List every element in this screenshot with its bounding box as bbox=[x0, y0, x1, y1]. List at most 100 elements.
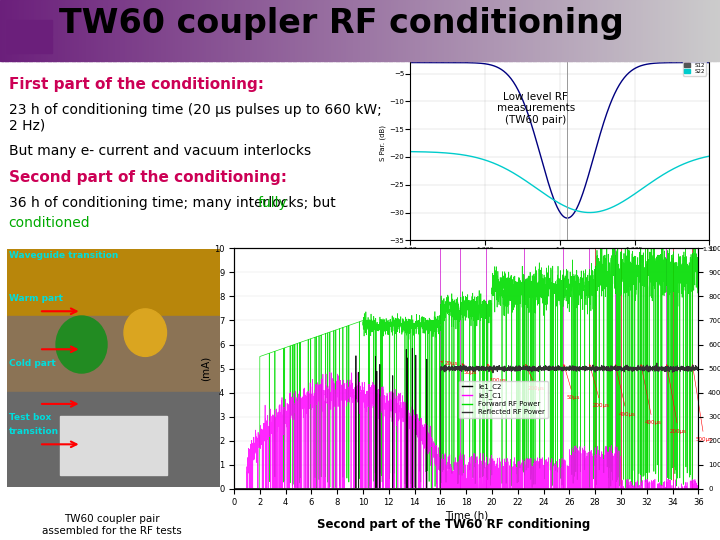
Bar bbox=[485, 0, 488, 61]
Bar bbox=[146, 0, 150, 61]
Bar bbox=[7, 316, 220, 392]
Bar bbox=[7, 37, 29, 53]
Bar bbox=[502, 0, 505, 61]
Bar bbox=[387, 0, 390, 61]
Text: fully: fully bbox=[258, 196, 287, 210]
Bar bbox=[343, 0, 346, 61]
Y-axis label: S Par. (dB): S Par. (dB) bbox=[380, 125, 387, 161]
Bar bbox=[173, 0, 176, 61]
Bar bbox=[161, 0, 164, 61]
Bar bbox=[34, 0, 37, 61]
Bar bbox=[305, 0, 308, 61]
Bar bbox=[605, 0, 608, 61]
Bar bbox=[27, 0, 30, 61]
Bar bbox=[439, 0, 442, 61]
Bar bbox=[137, 0, 140, 61]
Bar bbox=[7, 0, 10, 61]
Bar bbox=[600, 0, 603, 61]
Bar bbox=[590, 0, 593, 61]
Bar bbox=[353, 0, 356, 61]
Bar bbox=[408, 0, 411, 61]
Text: TW60 coupler pair
assembled for the RF tests: TW60 coupler pair assembled for the RF t… bbox=[42, 514, 181, 536]
Bar bbox=[187, 0, 190, 61]
Bar bbox=[295, 0, 298, 61]
Bar bbox=[593, 0, 596, 61]
Bar bbox=[701, 0, 704, 61]
Bar bbox=[117, 0, 121, 61]
S22 bbox=[585, 210, 594, 216]
Bar bbox=[639, 0, 642, 61]
Bar bbox=[629, 0, 632, 61]
Bar bbox=[19, 0, 22, 61]
Bar bbox=[254, 0, 258, 61]
Bar bbox=[101, 0, 104, 61]
Bar bbox=[679, 0, 683, 61]
Bar bbox=[207, 0, 210, 61]
Bar bbox=[271, 0, 274, 61]
Bar bbox=[338, 0, 341, 61]
Bar bbox=[624, 0, 627, 61]
Bar bbox=[509, 0, 512, 61]
Bar bbox=[197, 0, 200, 61]
Bar bbox=[106, 0, 109, 61]
Bar bbox=[135, 0, 138, 61]
S22 bbox=[705, 153, 714, 159]
Bar bbox=[86, 0, 89, 61]
Bar bbox=[423, 0, 426, 61]
Text: 36 h of conditioning time; many interlocks; but: 36 h of conditioning time; many interloc… bbox=[9, 196, 340, 210]
Bar bbox=[614, 0, 618, 61]
Bar bbox=[461, 0, 464, 61]
S21 bbox=[406, 45, 415, 52]
Bar bbox=[603, 0, 606, 61]
Bar bbox=[449, 0, 452, 61]
Text: 200μs: 200μs bbox=[666, 364, 687, 434]
Bar bbox=[218, 0, 222, 61]
S21 bbox=[550, 45, 559, 52]
Legend: S11, S21, S12, S22: S11, S21, S12, S22 bbox=[683, 49, 706, 76]
Bar bbox=[233, 0, 236, 61]
Bar bbox=[698, 0, 701, 61]
Bar bbox=[331, 0, 334, 61]
Bar bbox=[156, 0, 159, 61]
S11 bbox=[705, 59, 714, 66]
Bar bbox=[115, 0, 118, 61]
Text: Cold part: Cold part bbox=[9, 359, 55, 368]
Bar bbox=[545, 0, 548, 61]
Text: Test box: Test box bbox=[9, 413, 51, 422]
Bar bbox=[454, 0, 456, 61]
Bar bbox=[459, 0, 462, 61]
Bar bbox=[79, 0, 82, 61]
Bar bbox=[259, 0, 262, 61]
Bar bbox=[626, 0, 629, 61]
Bar bbox=[689, 0, 692, 61]
Bar bbox=[585, 0, 589, 61]
Text: 400μs: 400μs bbox=[640, 364, 661, 425]
S12 bbox=[550, 47, 559, 53]
Bar bbox=[300, 0, 303, 61]
Bar bbox=[374, 0, 377, 61]
Bar bbox=[504, 0, 507, 61]
Bar bbox=[377, 0, 380, 61]
Bar bbox=[667, 0, 670, 61]
Bar bbox=[12, 0, 15, 61]
Bar bbox=[29, 0, 32, 61]
Bar bbox=[180, 0, 183, 61]
Bar bbox=[621, 0, 625, 61]
Bar bbox=[108, 0, 111, 61]
Bar bbox=[646, 0, 649, 61]
Bar bbox=[511, 0, 514, 61]
S21 bbox=[705, 45, 714, 52]
Bar bbox=[329, 0, 332, 61]
Bar bbox=[358, 0, 361, 61]
Bar bbox=[153, 0, 157, 61]
Bar bbox=[540, 0, 543, 61]
Bar bbox=[384, 0, 387, 61]
Bar bbox=[549, 0, 553, 61]
Bar bbox=[99, 0, 102, 61]
Bar bbox=[643, 0, 647, 61]
Bar bbox=[391, 0, 395, 61]
Bar bbox=[319, 0, 323, 61]
Line: S11: S11 bbox=[410, 63, 709, 218]
S11 bbox=[550, 197, 559, 203]
Bar bbox=[398, 0, 402, 61]
